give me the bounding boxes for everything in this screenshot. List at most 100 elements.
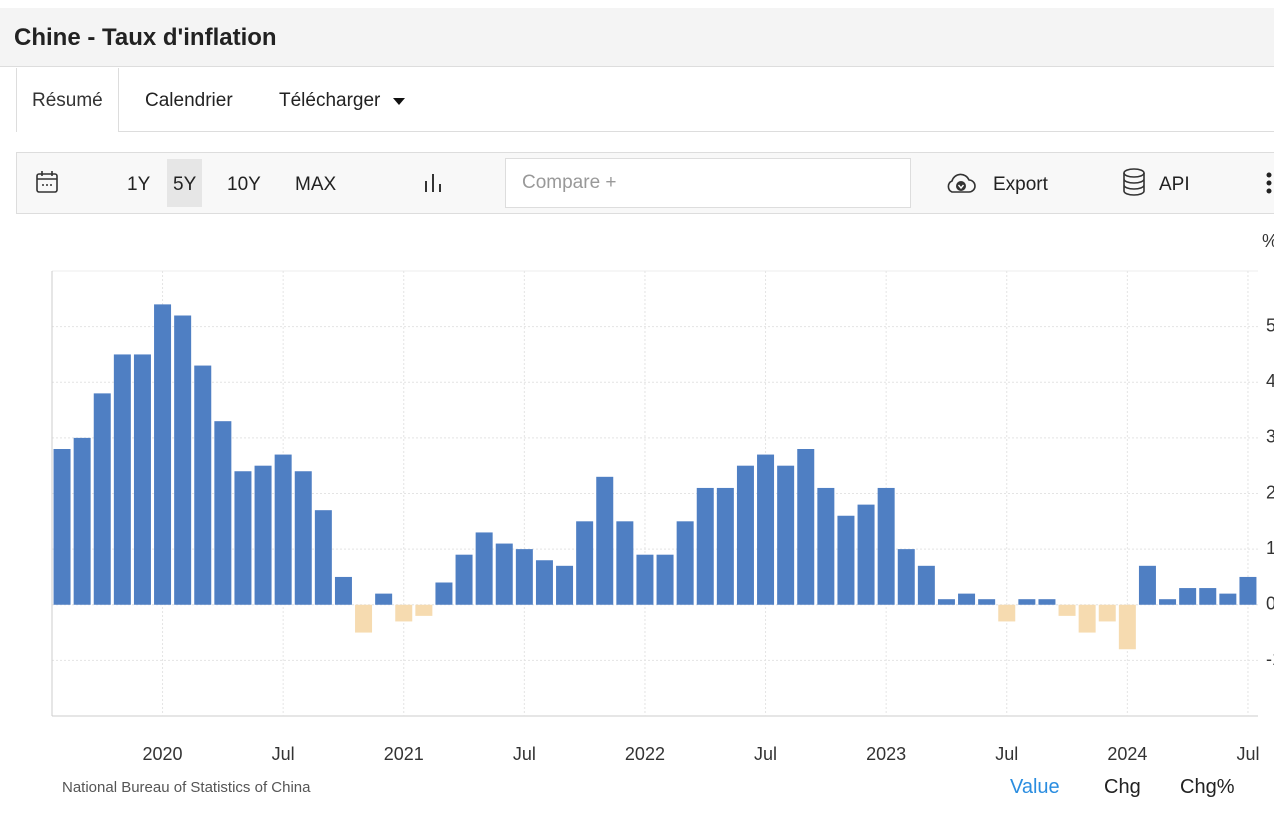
bar: [676, 521, 694, 605]
bar: [656, 554, 674, 605]
bar: [395, 604, 413, 622]
bar: [1159, 599, 1177, 605]
tab-label: Télécharger: [279, 90, 381, 111]
bar: [556, 565, 574, 605]
bar: [93, 393, 111, 605]
tab[interactable]: Résumé: [16, 68, 119, 132]
bar: [415, 604, 433, 616]
x-tick-label: Jul: [995, 744, 1018, 764]
tab-bar: Résumé Calendrier Télécharger: [16, 68, 1274, 132]
bar: [194, 365, 212, 605]
bar: [274, 454, 292, 605]
bar: [495, 543, 513, 605]
compare-input[interactable]: Compare +: [505, 158, 911, 208]
mode-button[interactable]: Value: [1010, 776, 1060, 798]
bar: [435, 582, 453, 605]
source: National Bureau of Statistics of China: [62, 779, 311, 796]
range-button[interactable]: 10Y: [227, 174, 261, 195]
bar: [1179, 588, 1197, 605]
export-button[interactable]: Export: [993, 174, 1048, 195]
bar: [757, 454, 775, 605]
bar: [234, 471, 252, 605]
x-tick-label: 2023: [866, 744, 906, 764]
cloud-download-icon: [947, 173, 976, 193]
x-tick-label: 2020: [143, 744, 183, 764]
bar: [133, 354, 151, 605]
bar: [998, 604, 1016, 622]
bar: [1239, 576, 1257, 605]
range-button[interactable]: 5Y: [167, 159, 203, 207]
api-button[interactable]: API: [1159, 174, 1190, 195]
bar: [475, 532, 493, 605]
bar: [978, 599, 996, 605]
bar: [314, 510, 332, 605]
chart-type-icon[interactable]: [423, 173, 445, 193]
bar: [696, 487, 714, 605]
bar: [797, 449, 815, 605]
bar: [375, 593, 393, 605]
x-tick-label: Jul: [272, 744, 295, 764]
y-tick-label: 3: [1266, 427, 1274, 447]
bar: [1098, 604, 1116, 622]
more-icon[interactable]: [1263, 171, 1274, 195]
bar: [616, 521, 634, 605]
bar: [1078, 604, 1096, 633]
bar: [716, 487, 734, 605]
y-tick-label: 1: [1266, 538, 1274, 558]
bar: [958, 593, 976, 605]
bar: [857, 504, 875, 605]
database-icon: [1123, 168, 1145, 196]
mode-button[interactable]: Chg%: [1180, 776, 1235, 798]
range-button[interactable]: 1Y: [127, 174, 151, 195]
bar: [174, 315, 192, 605]
bar: [576, 521, 594, 605]
y-tick-label: 0: [1266, 594, 1274, 614]
bar: [736, 465, 754, 605]
range-button[interactable]: MAX: [295, 174, 337, 195]
bar: [154, 304, 172, 605]
bar: [53, 449, 71, 605]
bar: [254, 465, 272, 605]
calendar-icon[interactable]: [35, 170, 59, 194]
dropdown-caret: [392, 98, 405, 105]
x-tick-label: Jul: [513, 744, 536, 764]
bar: [917, 565, 935, 605]
bar: [1018, 599, 1036, 605]
bar: [937, 599, 955, 605]
page-title: Chine - Taux d'inflation: [14, 24, 277, 51]
x-tick-label: Jul: [1236, 744, 1259, 764]
y-tick-label: 5: [1266, 315, 1274, 335]
bar: [1038, 599, 1056, 605]
chart: % -1 0 1 2 3 4 5 2020 Jul 2021 Jul 2022 Jul 2023 Jul 202…: [51, 231, 1274, 764]
mode-button[interactable]: Chg: [1104, 776, 1141, 798]
x-tick-label: 2021: [384, 744, 424, 764]
bar: [1058, 604, 1076, 616]
bar: [636, 554, 654, 605]
bar: [777, 465, 795, 605]
bar: [515, 549, 533, 605]
bar: [113, 354, 131, 605]
unit-label: %: [1262, 231, 1274, 251]
bar: [535, 560, 553, 605]
bar: [455, 554, 473, 605]
bar: [294, 471, 312, 605]
bar: [877, 487, 895, 605]
bar: [355, 604, 373, 633]
y-tick-label: 4: [1266, 371, 1274, 391]
tab[interactable]: Calendrier: [145, 90, 233, 111]
bar: [1219, 593, 1237, 605]
x-tick-label: Jul: [754, 744, 777, 764]
bar: [897, 549, 915, 605]
tab[interactable]: Télécharger: [264, 68, 421, 131]
y-tick-label: 2: [1266, 482, 1274, 502]
y-tick-label: -1: [1266, 649, 1274, 669]
bar: [1138, 565, 1156, 605]
toolbar: 1Y 5Y 10Y MAX Compare + Export API: [16, 152, 1274, 214]
header: Chine - Taux d'inflation: [0, 8, 1274, 67]
x-tick-label: 2022: [625, 744, 665, 764]
bar: [334, 576, 352, 605]
bar: [596, 476, 614, 605]
bar: [837, 515, 855, 605]
bar: [214, 421, 232, 605]
